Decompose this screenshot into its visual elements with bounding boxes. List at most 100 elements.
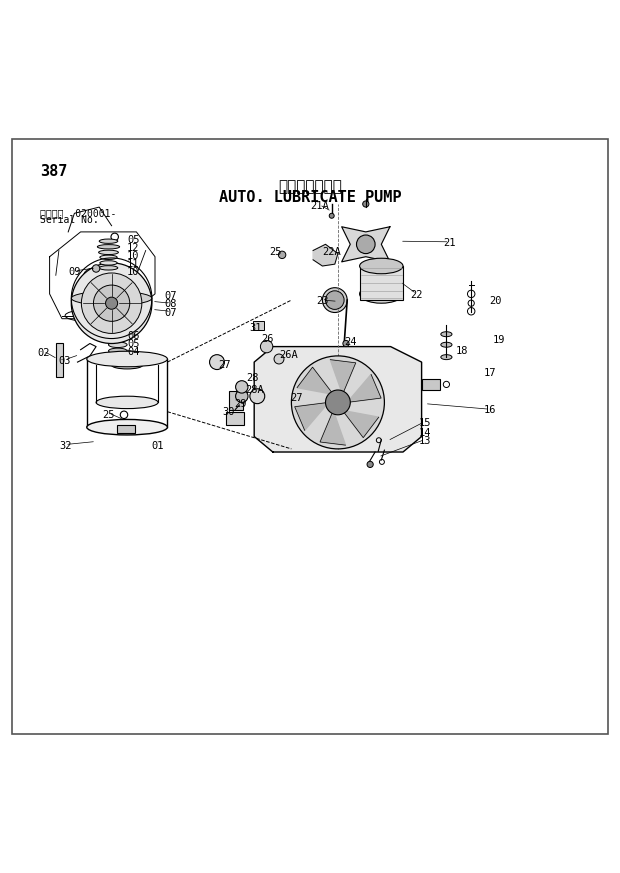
Text: 27: 27: [218, 361, 231, 370]
Ellipse shape: [71, 292, 152, 306]
Ellipse shape: [441, 342, 452, 347]
Text: 14: 14: [418, 428, 431, 437]
Circle shape: [274, 354, 284, 364]
Text: Serial No.: Serial No.: [40, 215, 99, 224]
Circle shape: [210, 354, 224, 369]
Bar: [229, 391, 243, 409]
Ellipse shape: [99, 239, 118, 244]
Ellipse shape: [100, 261, 117, 265]
Text: 11: 11: [127, 259, 140, 269]
Bar: [117, 425, 135, 433]
Bar: [253, 320, 264, 330]
Text: 16: 16: [484, 405, 496, 416]
Ellipse shape: [441, 332, 452, 337]
Ellipse shape: [322, 288, 347, 313]
Text: 12: 12: [127, 243, 140, 253]
Circle shape: [291, 356, 384, 449]
Circle shape: [343, 340, 349, 347]
Text: 21: 21: [443, 238, 456, 248]
Text: 31: 31: [249, 323, 262, 333]
Text: 25: 25: [102, 409, 115, 420]
Text: 09: 09: [68, 267, 81, 278]
Text: 05: 05: [127, 235, 140, 245]
Text: 25: 25: [270, 247, 282, 257]
Text: 27: 27: [290, 393, 303, 403]
Text: 04: 04: [127, 347, 140, 357]
Ellipse shape: [112, 361, 143, 369]
Text: 29: 29: [234, 399, 247, 409]
Ellipse shape: [441, 354, 452, 360]
Circle shape: [105, 297, 118, 309]
Text: 10: 10: [127, 267, 140, 278]
Text: AUTO. LUBRICATE PUMP: AUTO. LUBRICATE PUMP: [219, 190, 401, 205]
Circle shape: [236, 381, 248, 393]
Ellipse shape: [99, 251, 118, 255]
Text: 17: 17: [484, 368, 496, 378]
Text: 21A: 21A: [310, 201, 329, 211]
Ellipse shape: [87, 419, 167, 435]
Circle shape: [81, 273, 142, 333]
Circle shape: [367, 461, 373, 468]
Text: 03: 03: [59, 356, 71, 366]
Text: 387: 387: [40, 164, 68, 179]
Polygon shape: [313, 244, 338, 266]
Circle shape: [92, 265, 100, 272]
Polygon shape: [342, 410, 379, 437]
Ellipse shape: [99, 265, 118, 270]
Text: 22A: 22A: [322, 247, 341, 257]
Text: 20: 20: [490, 296, 502, 306]
Text: 26: 26: [262, 333, 274, 344]
Ellipse shape: [87, 351, 167, 367]
Text: 自動給脂ボンプ: 自動給脂ボンプ: [278, 180, 342, 195]
Text: 13: 13: [418, 436, 431, 446]
Text: 02: 02: [37, 347, 50, 358]
Text: 22: 22: [410, 290, 423, 300]
Circle shape: [326, 291, 344, 309]
Ellipse shape: [100, 255, 117, 259]
Text: 10: 10: [127, 251, 140, 261]
Ellipse shape: [97, 244, 120, 249]
Circle shape: [250, 388, 265, 403]
Circle shape: [260, 340, 273, 353]
Circle shape: [326, 390, 350, 415]
Polygon shape: [347, 375, 381, 402]
Circle shape: [329, 213, 334, 218]
Polygon shape: [342, 227, 390, 262]
Text: 32: 32: [59, 441, 71, 450]
Text: 26A: 26A: [279, 350, 298, 360]
Polygon shape: [294, 402, 329, 430]
Text: 06: 06: [127, 331, 140, 341]
Circle shape: [94, 285, 130, 321]
Text: 24: 24: [344, 337, 356, 347]
Text: 28A: 28A: [245, 385, 264, 395]
Text: 05: 05: [127, 339, 140, 349]
Circle shape: [356, 235, 375, 253]
Text: 28: 28: [247, 373, 259, 382]
Circle shape: [71, 263, 152, 343]
Bar: [226, 412, 244, 425]
Bar: [56, 343, 63, 377]
Text: 07: 07: [164, 307, 177, 318]
Circle shape: [363, 201, 369, 207]
Ellipse shape: [108, 348, 127, 354]
Ellipse shape: [360, 258, 403, 274]
Circle shape: [278, 251, 286, 258]
Text: 19: 19: [493, 335, 505, 346]
Circle shape: [236, 390, 248, 402]
Text: 07: 07: [164, 292, 177, 301]
Polygon shape: [254, 347, 422, 452]
Text: 15: 15: [418, 418, 431, 428]
Bar: [422, 379, 440, 390]
Polygon shape: [330, 360, 356, 395]
Polygon shape: [297, 368, 334, 395]
Bar: [360, 266, 403, 300]
Ellipse shape: [360, 285, 403, 303]
Ellipse shape: [108, 334, 127, 340]
Text: 18: 18: [456, 346, 468, 356]
Text: 08: 08: [164, 299, 177, 309]
Ellipse shape: [108, 342, 127, 347]
Text: 01: 01: [152, 441, 164, 450]
Text: 23: 23: [316, 296, 329, 306]
Polygon shape: [320, 410, 345, 445]
Text: 30: 30: [222, 407, 234, 416]
